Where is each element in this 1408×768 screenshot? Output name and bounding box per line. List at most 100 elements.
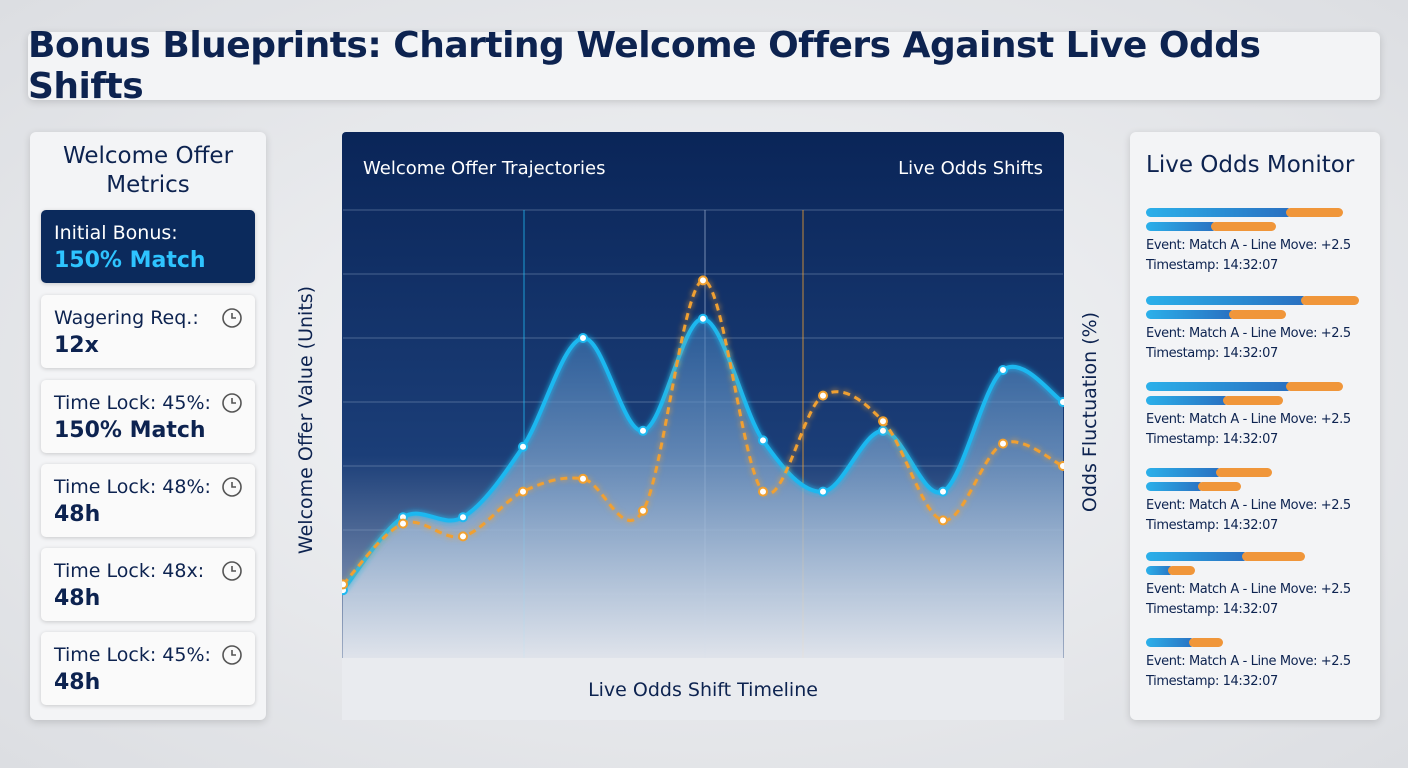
metric-card: Time Lock: 48x: 48h [41, 548, 255, 621]
bar-blue [1146, 468, 1222, 477]
clock-icon [222, 561, 242, 581]
data-point [818, 390, 828, 401]
clock-face [222, 393, 242, 413]
metric-card: Time Lock: 45%: 150% Match [41, 380, 255, 453]
event-text: Event: Match A - Line Move: +2.5 [1146, 498, 1351, 513]
event-text: Event: Match A - Line Move: +2.5 [1146, 326, 1351, 341]
clock-hands [231, 398, 236, 404]
event-entry: Event: Match A - Line Move: +2.5 Timestam… [1146, 652, 1351, 692]
event-text: Event: Match A - Line Move: +2.5 [1146, 238, 1351, 253]
legend-entry: Welcome Offer Trajectories [363, 158, 606, 179]
y-axis-label: Welcome Offer Value (Units) [295, 285, 317, 555]
metric-value: 48h [54, 586, 101, 611]
data-point [938, 515, 948, 526]
data-point [518, 441, 528, 452]
event-text: Event: Match A - Line Move: +2.5 [1146, 654, 1351, 669]
data-point [878, 416, 888, 427]
metric-value: 12x [54, 333, 99, 358]
page-title: Bonus Blueprints: Charting Welcome Offer… [28, 25, 1261, 107]
bar-orange [1168, 566, 1195, 575]
data-point [578, 473, 588, 484]
clock-icon [222, 308, 242, 328]
metric-value: 48h [54, 502, 101, 527]
legend-entry: Live Odds Shifts [898, 158, 1043, 179]
metric-label: Wagering Req.: [54, 307, 199, 329]
event-timestamp: Timestamp: 14:32:07 [1146, 346, 1278, 361]
event-timestamp: Timestamp: 14:32:07 [1146, 674, 1278, 689]
y2-axis-label: Odds Fluctuation (%) [1079, 311, 1101, 513]
bar-orange [1189, 638, 1223, 647]
event-timestamp: Timestamp: 14:32:07 [1146, 518, 1278, 533]
bar-orange [1198, 482, 1241, 491]
metric-label: Time Lock: 48x: [54, 560, 205, 582]
data-point [638, 505, 648, 516]
metric-label: Time Lock: 45%: [54, 392, 211, 414]
clock-hands [231, 566, 236, 572]
event-entry: Event: Match A - Line Move: +2.5 Timestam… [1146, 324, 1351, 364]
bar-orange [1286, 208, 1343, 217]
data-point [458, 531, 468, 542]
metric-label: Time Lock: 45%: [54, 644, 211, 666]
data-point [518, 486, 528, 497]
data-point [458, 512, 468, 523]
clock-icon [222, 645, 242, 665]
data-point [878, 425, 888, 436]
title-bar: Bonus Blueprints: Charting Welcome Offer… [28, 25, 1380, 107]
bar-orange [1286, 382, 1343, 391]
data-point [998, 438, 1008, 449]
metric-card: Time Lock: 45%: 48h [41, 632, 255, 705]
data-point [818, 486, 828, 497]
event-entry: Event: Match A - Line Move: +2.5 Timestam… [1146, 236, 1351, 276]
event-timestamp: Timestamp: 14:32:07 [1146, 602, 1278, 617]
plot: Welcome Offer Trajectories Live Odds Shif… [342, 158, 1064, 658]
clock-hands [231, 482, 236, 488]
data-point [698, 313, 708, 324]
event-entry: Event: Match A - Line Move: +2.5 Timestam… [1146, 580, 1351, 620]
bar-orange [1301, 296, 1359, 305]
bar-orange [1211, 222, 1276, 231]
data-point [342, 579, 348, 590]
data-point [578, 333, 588, 343]
monitor-title: Live Odds Monitor [1146, 152, 1355, 178]
bar-blue [1146, 222, 1217, 231]
event-entry: Event: Match A - Line Move: +2.5 Timestam… [1146, 410, 1351, 450]
series-line [342, 278, 1064, 586]
chart: Welcome Offer Trajectories Live Odds Shif… [342, 132, 1064, 720]
metric-value: 150% Match [54, 248, 206, 273]
metric-card: Initial Bonus: 150% Match [41, 210, 255, 283]
metric-card: Time Lock: 48%: 48h [41, 464, 255, 537]
event-text: Event: Match A - Line Move: +2.5 [1146, 582, 1351, 597]
x-axis-band [342, 658, 1064, 720]
bar-blue [1146, 296, 1307, 305]
data-point [698, 275, 708, 286]
event-text: Event: Match A - Line Move: +2.5 [1146, 412, 1351, 427]
clock-face [222, 561, 242, 581]
data-point [1058, 397, 1064, 407]
metric-card: Wagering Req.: 12x [41, 295, 255, 368]
data-point [758, 486, 768, 497]
bar-blue [1146, 482, 1204, 491]
metric-value: 48h [54, 670, 101, 695]
event-timestamp: Timestamp: 14:32:07 [1146, 258, 1278, 273]
data-point [638, 425, 648, 436]
event-entry: Event: Match A - Line Move: +2.5 Timestam… [1146, 496, 1351, 536]
clock-face [222, 477, 242, 497]
data-point [398, 518, 408, 529]
area-fill [343, 318, 1063, 658]
metric-label: Initial Bonus: [54, 222, 178, 244]
metrics-title: Welcome Offer Metrics [62, 143, 234, 198]
data-point [1058, 461, 1064, 471]
metric-label: Time Lock: 48%: [54, 476, 211, 498]
bar-orange [1229, 310, 1286, 319]
clock-icon [222, 477, 242, 497]
bar-orange [1223, 396, 1283, 405]
monitor-panel: Live Odds Monitor Event: Match A - Line … [1130, 132, 1380, 720]
bar-blue [1146, 552, 1248, 561]
event-timestamp: Timestamp: 14:32:07 [1146, 432, 1278, 447]
data-point [938, 486, 948, 497]
bar-blue [1146, 382, 1292, 391]
bar-blue [1146, 638, 1195, 647]
bar-blue [1146, 208, 1292, 217]
clock-icon [222, 393, 242, 413]
